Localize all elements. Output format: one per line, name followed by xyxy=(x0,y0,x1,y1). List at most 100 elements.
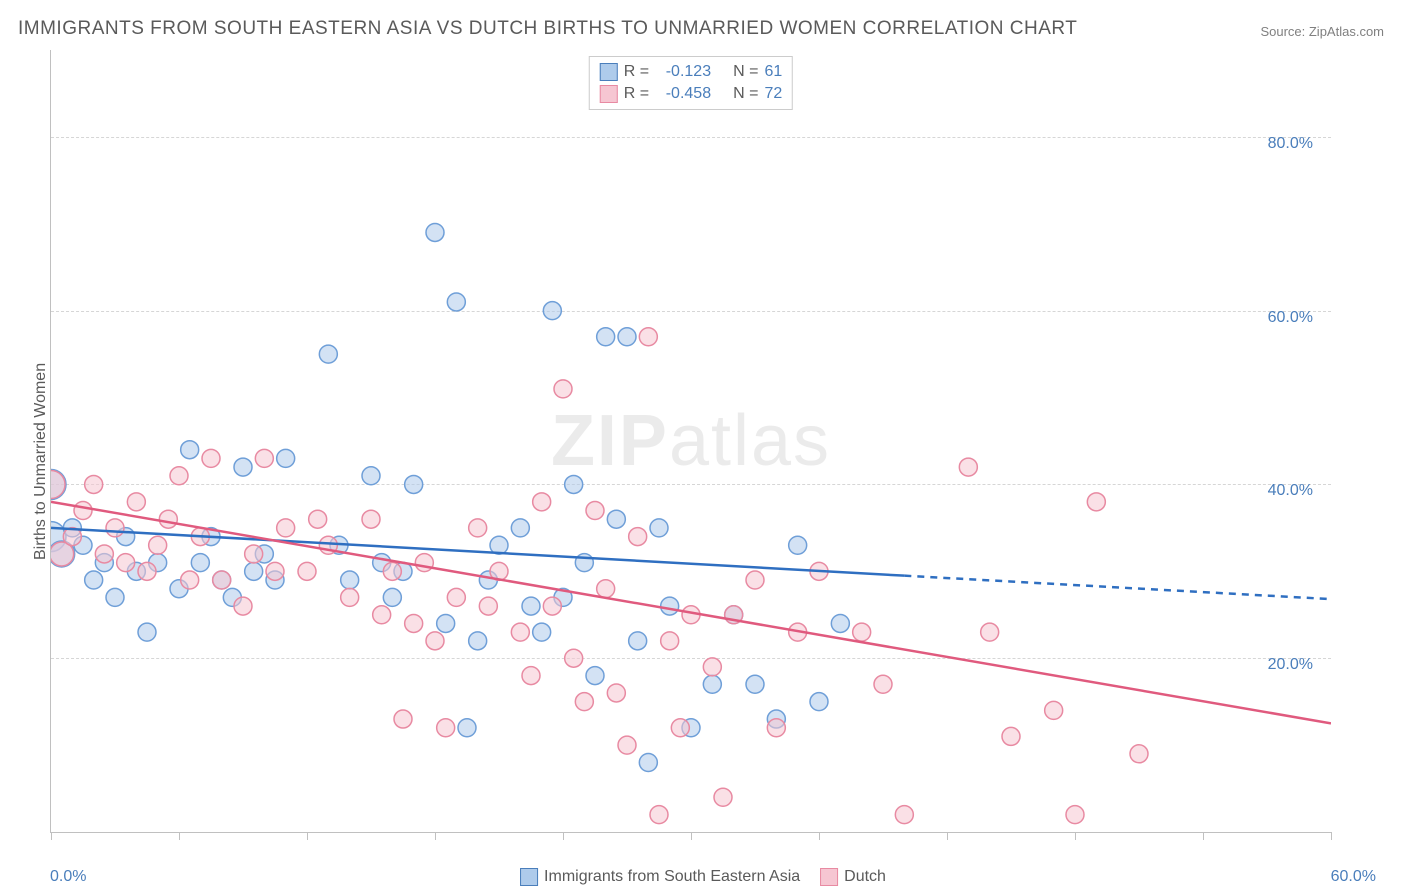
data-point xyxy=(629,528,647,546)
legend-r-label: R = xyxy=(624,61,649,83)
data-point xyxy=(138,623,156,641)
data-point xyxy=(575,693,593,711)
legend-label: Dutch xyxy=(844,868,886,886)
data-point xyxy=(543,597,561,615)
legend-swatch xyxy=(520,868,538,886)
data-point xyxy=(458,719,476,737)
data-point xyxy=(586,502,604,520)
data-point xyxy=(543,302,561,320)
data-point xyxy=(437,614,455,632)
data-point xyxy=(565,649,583,667)
x-tick xyxy=(1331,832,1332,840)
data-point xyxy=(650,806,668,824)
data-point xyxy=(394,710,412,728)
x-tick xyxy=(179,832,180,840)
x-tick xyxy=(51,832,52,840)
data-point xyxy=(341,588,359,606)
data-point xyxy=(1130,745,1148,763)
data-point xyxy=(607,684,625,702)
chart-title: IMMIGRANTS FROM SOUTH EASTERN ASIA VS DU… xyxy=(18,18,1077,40)
data-point xyxy=(554,380,572,398)
legend-n-label: N = xyxy=(733,83,758,105)
data-point xyxy=(565,475,583,493)
data-point xyxy=(447,293,465,311)
data-point xyxy=(618,328,636,346)
chart-container: IMMIGRANTS FROM SOUTH EASTERN ASIA VS DU… xyxy=(0,0,1406,892)
x-tick xyxy=(435,832,436,840)
data-point xyxy=(533,493,551,511)
data-point xyxy=(170,467,188,485)
x-tick xyxy=(947,832,948,840)
data-point xyxy=(234,458,252,476)
data-point xyxy=(405,614,423,632)
data-point xyxy=(597,580,615,598)
data-point xyxy=(533,623,551,641)
data-point xyxy=(437,719,455,737)
data-point xyxy=(586,667,604,685)
data-point xyxy=(138,562,156,580)
x-tick xyxy=(307,832,308,840)
data-point xyxy=(714,788,732,806)
legend-label: Immigrants from South Eastern Asia xyxy=(544,868,800,886)
y-axis-label: Births to Unmarried Women xyxy=(32,363,50,560)
data-point xyxy=(874,675,892,693)
data-point xyxy=(650,519,668,537)
data-point xyxy=(159,510,177,528)
data-point xyxy=(703,658,721,676)
data-point xyxy=(810,693,828,711)
data-point xyxy=(383,562,401,580)
legend-series: Immigrants from South Eastern Asia Dutch xyxy=(520,868,886,886)
data-point xyxy=(522,667,540,685)
x-tick xyxy=(819,832,820,840)
data-point xyxy=(106,588,124,606)
data-point xyxy=(245,545,263,563)
data-point xyxy=(383,588,401,606)
data-point xyxy=(298,562,316,580)
data-point xyxy=(85,571,103,589)
data-point xyxy=(661,597,679,615)
legend-row: R =-0.123N =61 xyxy=(600,61,782,83)
data-point xyxy=(469,632,487,650)
trend-line-extrapolated xyxy=(904,576,1331,599)
data-point xyxy=(255,449,273,467)
data-point xyxy=(373,606,391,624)
legend-correlation: R =-0.123N =61R =-0.458N =72 xyxy=(589,56,793,110)
data-point xyxy=(831,614,849,632)
x-tick xyxy=(1203,832,1204,840)
data-point xyxy=(981,623,999,641)
legend-r-value: -0.123 xyxy=(655,61,711,83)
legend-r-value: -0.458 xyxy=(655,83,711,105)
scatter-svg xyxy=(51,50,1331,832)
data-point xyxy=(447,588,465,606)
data-point xyxy=(671,719,689,737)
data-point xyxy=(1045,701,1063,719)
data-point xyxy=(639,753,657,771)
legend-item: Dutch xyxy=(820,868,886,886)
data-point xyxy=(309,510,327,528)
data-point xyxy=(607,510,625,528)
data-point xyxy=(202,449,220,467)
data-point xyxy=(277,519,295,537)
legend-r-label: R = xyxy=(624,83,649,105)
plot-area: ZIPatlas R =-0.123N =61R =-0.458N =72 20… xyxy=(50,50,1331,833)
data-point xyxy=(181,571,199,589)
data-point xyxy=(245,562,263,580)
data-point xyxy=(469,519,487,537)
data-point xyxy=(479,597,497,615)
data-point xyxy=(746,571,764,589)
data-point xyxy=(362,510,380,528)
data-point xyxy=(703,675,721,693)
data-point xyxy=(853,623,871,641)
legend-item: Immigrants from South Eastern Asia xyxy=(520,868,800,886)
legend-row: R =-0.458N =72 xyxy=(600,83,782,105)
data-point xyxy=(117,554,135,572)
data-point xyxy=(895,806,913,824)
legend-n-label: N = xyxy=(733,61,758,83)
data-point xyxy=(511,519,529,537)
data-point xyxy=(426,632,444,650)
data-point xyxy=(661,632,679,650)
data-point xyxy=(149,536,167,554)
data-point xyxy=(106,519,124,537)
data-point xyxy=(191,554,209,572)
x-tick-max: 60.0% xyxy=(1331,868,1376,886)
